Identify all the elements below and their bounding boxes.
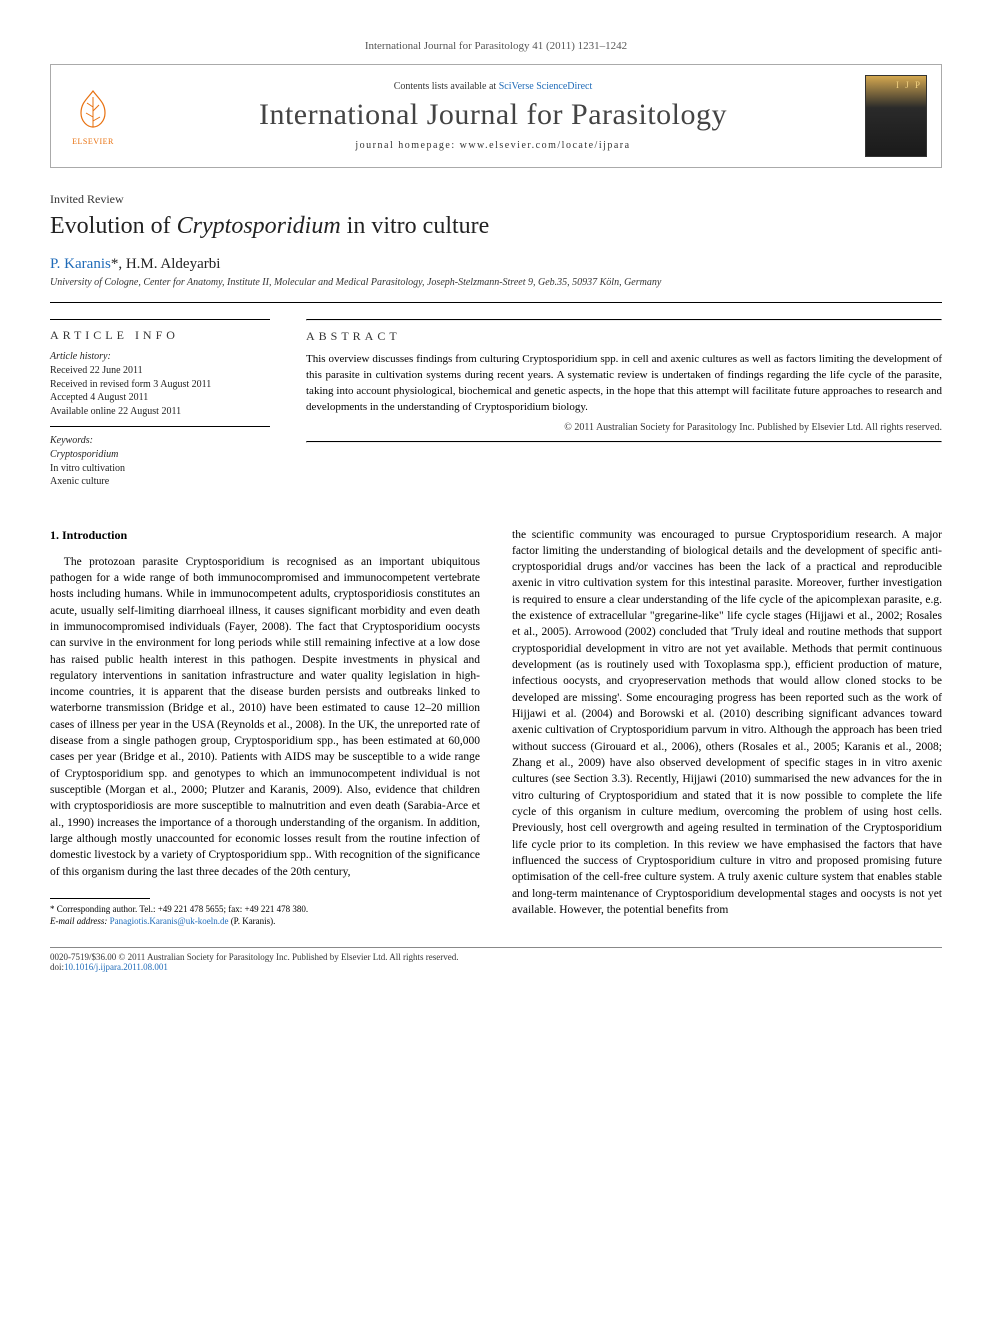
elsevier-wordmark: ELSEVIER xyxy=(72,137,114,146)
page-footer: 0020-7519/$36.00 © 2011 Australian Socie… xyxy=(50,947,942,972)
body-para-right: the scientific community was encouraged … xyxy=(512,527,942,919)
body-para-left: The protozoan parasite Cryptosporidium i… xyxy=(50,554,480,881)
journal-homepage-line: journal homepage: www.elsevier.com/locat… xyxy=(135,140,851,151)
article-history-label: Article history: xyxy=(50,351,270,362)
body-two-column: 1. Introduction The protozoan parasite C… xyxy=(50,527,942,928)
abstract-column: abstract This overview discusses finding… xyxy=(306,311,942,489)
journal-name: International Journal for Parasitology xyxy=(135,98,851,132)
article-info-heading: article info xyxy=(50,328,270,343)
history-revised: Received in revised form 3 August 2011 xyxy=(50,378,270,392)
journal-masthead: ELSEVIER Contents lists available at Sci… xyxy=(50,64,942,168)
contents-prefix: Contents lists available at xyxy=(394,81,499,92)
doi-link[interactable]: 10.1016/j.ijpara.2011.08.001 xyxy=(64,962,168,972)
journal-cover-thumbnail xyxy=(865,75,927,157)
tree-icon xyxy=(69,87,117,135)
keywords-label: Keywords: xyxy=(50,435,270,446)
corr-tel-fax: * Corresponding author. Tel.: +49 221 47… xyxy=(50,903,480,915)
section-number: 1. xyxy=(50,528,59,542)
column-left: 1. Introduction The protozoan parasite C… xyxy=(50,527,480,928)
article-title: Evolution of Cryptosporidium in vitro cu… xyxy=(50,213,942,240)
author-link-karanis[interactable]: P. Karanis xyxy=(50,256,111,272)
section-title: Introduction xyxy=(62,528,127,542)
abstract-heading: abstract xyxy=(306,329,942,344)
corr-email-name: (P. Karanis). xyxy=(231,916,276,926)
author-aldeyarbi: , H.M. Aldeyarbi xyxy=(118,256,220,272)
keyword-2: In vitro cultivation xyxy=(50,462,270,476)
title-prefix: Evolution of xyxy=(50,213,177,239)
homepage-prefix: journal homepage: xyxy=(355,140,459,151)
abstract-rule-bottom xyxy=(306,441,942,443)
affiliation: University of Cologne, Center for Anatom… xyxy=(50,277,942,288)
history-received: Received 22 June 2011 xyxy=(50,364,270,378)
keyword-3: Axenic culture xyxy=(50,475,270,489)
info-rule-mid xyxy=(50,426,270,427)
article-type: Invited Review xyxy=(50,192,942,207)
abstract-rule-top xyxy=(306,319,942,321)
footer-issn-copyright: 0020-7519/$36.00 © 2011 Australian Socie… xyxy=(50,952,942,962)
keyword-1: Cryptosporidium xyxy=(50,449,118,460)
running-citation: International Journal for Parasitology 4… xyxy=(50,40,942,52)
elsevier-logo: ELSEVIER xyxy=(65,81,121,151)
footnote-rule xyxy=(50,898,150,899)
email-label: E-mail address: xyxy=(50,916,107,926)
history-online: Available online 22 August 2011 xyxy=(50,405,270,419)
title-species: Cryptosporidium xyxy=(177,213,341,239)
doi-label: doi: xyxy=(50,962,64,972)
masthead-center: Contents lists available at SciVerse Sci… xyxy=(135,81,851,151)
info-rule-top xyxy=(50,319,270,320)
abstract-copyright: © 2011 Australian Society for Parasitolo… xyxy=(306,422,942,433)
section-heading: 1. Introduction xyxy=(50,527,480,544)
column-right: the scientific community was encouraged … xyxy=(512,527,942,928)
authors-line: P. Karanis*, H.M. Aldeyarbi xyxy=(50,256,942,273)
corresponding-author-footnote: * Corresponding author. Tel.: +49 221 47… xyxy=(50,903,480,927)
abstract-text: This overview discusses findings from cu… xyxy=(306,352,942,416)
info-abstract-row: article info Article history: Received 2… xyxy=(50,311,942,489)
homepage-url[interactable]: www.elsevier.com/locate/ijpara xyxy=(460,140,631,151)
contents-lists-line: Contents lists available at SciVerse Sci… xyxy=(135,81,851,92)
corr-email-link[interactable]: Panagiotis.Karanis@uk-koeln.de xyxy=(110,916,229,926)
sciencedirect-link[interactable]: SciVerse ScienceDirect xyxy=(499,81,593,92)
article-info-column: article info Article history: Received 2… xyxy=(50,311,270,489)
title-suffix: in vitro culture xyxy=(341,213,490,239)
history-accepted: Accepted 4 August 2011 xyxy=(50,391,270,405)
separator-rule xyxy=(50,302,942,303)
